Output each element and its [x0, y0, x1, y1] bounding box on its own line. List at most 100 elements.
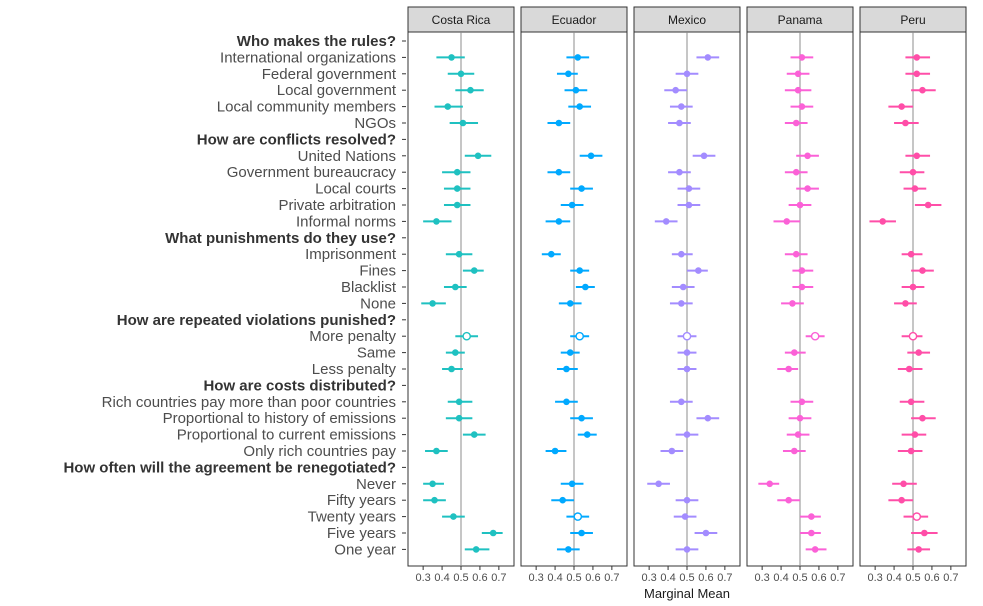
estimate-point-ngos: [555, 119, 563, 127]
estimate-point-proportional-to-current-emissions: [794, 431, 802, 438]
panel-ecuador: Ecuador 0.3 0.4 0.5 0.6 0.7: [520, 6, 628, 584]
estimate-point-blacklist: [582, 283, 589, 291]
row-label-one-year: One year: [334, 541, 396, 558]
x-tick-label: 0.3: [528, 572, 543, 584]
estimate-point-only-rich-countries-pay: [551, 447, 559, 455]
estimate-point-proportional-to-current-emissions: [911, 431, 919, 438]
estimate-point-local-government: [919, 86, 926, 94]
x-tick-label: 0.4: [547, 572, 562, 584]
estimate-point-government-bureaucracy: [909, 168, 917, 176]
x-tick-label: 0.4: [773, 572, 788, 584]
row-label-never: Never: [356, 476, 396, 493]
estimate-point-informal-norms: [555, 218, 563, 225]
estimate-point-government-bureaucracy: [676, 168, 683, 176]
estimate-point-international-organizations: [448, 54, 455, 61]
estimate-point-rich-countries-pay-more-than-poor-countries: [678, 398, 685, 406]
row-label-local-government: Local government: [277, 82, 397, 99]
estimate-point-none: [678, 300, 685, 307]
x-tick-label: 0.4: [434, 572, 449, 584]
estimate-point-fifty-years: [898, 496, 905, 504]
row-label-government-bureaucracy: Government bureaucracy: [227, 164, 397, 181]
x-tick-label: 0.6: [472, 572, 487, 584]
panel-mexico: Mexico 0.3 0.4 0.5 0.6 0.7: [633, 6, 741, 584]
estimate-point-proportional-to-history-of-emissions: [919, 414, 926, 422]
estimate-point-more-penalty: [462, 331, 471, 341]
row-label-blacklist: Blacklist: [341, 279, 397, 296]
estimate-point-less-penalty: [448, 365, 455, 373]
row-label-twenty-years: Twenty years: [308, 509, 396, 526]
x-tick-label: 0.4: [886, 572, 901, 584]
estimate-point-five-years: [808, 529, 815, 537]
estimate-point-more-penalty: [810, 331, 820, 341]
estimate-point-twenty-years: [681, 513, 689, 520]
estimate-point-united-nations: [804, 152, 811, 160]
row-header-how-often-will-the-agreement-be-renegotiated: How often will the agreement be renegoti…: [63, 459, 396, 476]
estimate-point-international-organizations: [574, 54, 582, 61]
estimate-point-private-arbitration: [568, 201, 576, 209]
estimate-point-same: [791, 349, 798, 356]
estimate-point-only-rich-countries-pay: [907, 447, 915, 455]
x-tick-label: 0.5: [905, 572, 920, 584]
estimate-point-none: [566, 300, 574, 307]
estimate-point-fines: [695, 267, 702, 274]
estimate-point-federal-government: [913, 70, 921, 78]
estimate-point-local-courts: [911, 185, 919, 192]
estimate-point-united-nations: [587, 152, 595, 160]
x-tick-label: 0.5: [679, 572, 694, 584]
estimate-point-one-year: [472, 546, 480, 553]
estimate-point-local-government: [572, 86, 580, 94]
estimate-point-international-organizations: [798, 54, 806, 61]
x-tick-label: 0.5: [792, 572, 807, 584]
estimate-point-blacklist: [679, 283, 687, 291]
estimate-point-never: [568, 480, 576, 488]
estimate-point-five-years: [702, 529, 710, 537]
estimate-point-federal-government: [683, 70, 691, 78]
row-label-only-rich-countries-pay: Only rich countries pay: [243, 443, 396, 460]
row-label-local-courts: Local courts: [315, 181, 396, 198]
estimate-point-informal-norms: [879, 218, 887, 225]
estimate-point-local-courts: [685, 185, 693, 192]
estimate-point-more-penalty: [908, 331, 918, 341]
estimate-point-proportional-to-history-of-emissions: [455, 414, 463, 422]
estimate-point-united-nations: [913, 152, 921, 160]
estimate-point-local-courts: [578, 185, 585, 192]
estimate-point-five-years: [489, 529, 497, 537]
x-tick-label: 0.5: [453, 572, 468, 584]
estimate-point-blacklist: [452, 283, 459, 291]
estimate-point-proportional-to-history-of-emissions: [704, 414, 712, 422]
estimate-point-united-nations: [700, 152, 708, 160]
row-label-local-community-members: Local community members: [217, 99, 396, 116]
x-tick-label: 0.3: [867, 572, 882, 584]
estimate-point-only-rich-countries-pay: [668, 447, 676, 455]
estimate-point-local-courts: [453, 185, 461, 192]
row-label-same: Same: [357, 345, 396, 362]
estimate-point-local-community-members: [798, 103, 806, 110]
estimate-point-fines: [919, 267, 926, 274]
estimate-point-proportional-to-current-emissions: [470, 431, 478, 438]
estimate-point-fifty-years: [431, 496, 438, 504]
estimate-point-ngos: [792, 119, 800, 127]
estimate-point-none: [789, 300, 796, 307]
estimate-point-private-arbitration: [685, 201, 693, 209]
row-header-what-punishments-do-they-use: What punishments do they use?: [165, 230, 396, 247]
x-tick-label: 0.4: [660, 572, 675, 584]
estimate-point-local-courts: [804, 185, 811, 192]
row-label-federal-government: Federal government: [262, 66, 397, 83]
facet-strip-label: Mexico: [668, 13, 706, 27]
row-header-how-are-conflicts-resolved: How are conflicts resolved?: [197, 131, 396, 148]
estimate-point-government-bureaucracy: [792, 168, 800, 176]
estimate-point-local-community-members: [678, 103, 685, 110]
x-tick-label: 0.6: [698, 572, 713, 584]
row-label-informal-norms: Informal norms: [296, 213, 396, 230]
row-label-five-years: Five years: [327, 525, 396, 542]
facet-strip-label: Ecuador: [552, 13, 597, 27]
estimate-point-imprisonment: [907, 250, 915, 258]
estimate-point-twenty-years: [808, 513, 815, 520]
panel-panama: Panama 0.3 0.4 0.5 0.6 0.7: [746, 6, 854, 584]
panel-peru: Peru 0.3 0.4 0.5 0.6 0.7: [859, 6, 967, 584]
x-tick-label: 0.6: [811, 572, 826, 584]
estimate-point-private-arbitration: [796, 201, 804, 209]
facet-strip: [407, 6, 515, 33]
x-tick-label: 0.3: [754, 572, 769, 584]
